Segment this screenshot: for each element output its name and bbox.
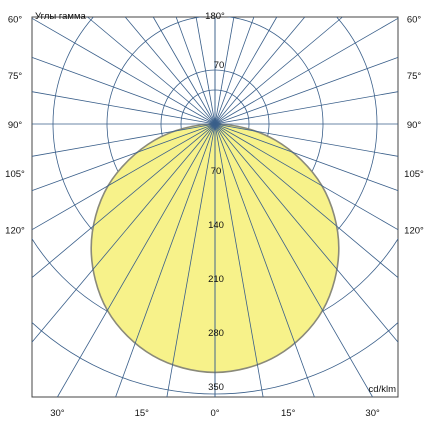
bottom-angle-label-4: 30° xyxy=(365,408,380,419)
grid-spoke-290 xyxy=(31,123,216,191)
left-angle-label-75: 75° xyxy=(8,71,23,82)
bottom-angle-label-0: 30° xyxy=(50,408,65,419)
grid-spokes xyxy=(31,16,399,398)
grid-spoke-210 xyxy=(152,16,216,125)
left-angle-label-120: 120° xyxy=(5,226,25,237)
bottom-angle-label-3: 15° xyxy=(281,408,296,419)
grid-spoke-160 xyxy=(214,16,255,125)
grid-spoke-140 xyxy=(214,16,306,125)
left-angle-label-90: 90° xyxy=(8,120,23,131)
grid-spoke-350 xyxy=(166,123,216,398)
grid-spoke-130 xyxy=(214,16,343,125)
grid-spoke-30 xyxy=(214,123,373,398)
radial-tick-label-140: 140 xyxy=(208,220,224,231)
grid-spoke-100 xyxy=(214,91,399,125)
grid-spoke-310 xyxy=(31,123,216,278)
grid-spoke-20 xyxy=(214,123,315,398)
angle-labels: 120°105°90°75°60°45°120°105°90°75°60°45°… xyxy=(5,14,424,419)
right-angle-label-90: 90° xyxy=(407,120,422,131)
radial-tick-label-top: 70 xyxy=(214,60,225,71)
grid-spoke-60 xyxy=(214,123,399,231)
top-angle-label: 180° xyxy=(205,11,225,22)
right-angle-label-120: 120° xyxy=(404,226,424,237)
grid-spoke-280 xyxy=(31,123,216,157)
radial-tick-labels: 70 140 210 280 350 70 xyxy=(208,60,224,393)
left-angle-label-105: 105° xyxy=(5,169,25,180)
grid-spoke-230 xyxy=(87,16,216,125)
grid-spoke-190 xyxy=(195,16,216,125)
grid-spoke-200 xyxy=(175,16,216,125)
right-angle-label-60: 60° xyxy=(407,14,422,25)
grid-spoke-110 xyxy=(214,57,399,125)
grid-spoke-80 xyxy=(214,123,399,157)
bottom-angle-label-1: 15° xyxy=(135,408,150,419)
grid-spoke-250 xyxy=(31,57,216,125)
grid-spoke-260 xyxy=(31,91,216,125)
grid-spoke-150 xyxy=(214,16,278,125)
grid-spoke-10 xyxy=(214,123,264,398)
grid-spoke-240 xyxy=(31,17,216,125)
radial-tick-label-210: 210 xyxy=(208,274,224,285)
grid-spoke-170 xyxy=(214,16,235,125)
grid-spoke-70 xyxy=(214,123,399,191)
radial-tick-label-280: 280 xyxy=(208,328,224,339)
unit-label: cd/klm xyxy=(369,384,397,395)
bottom-angle-label-2: 0° xyxy=(210,408,219,419)
grid-spoke-40 xyxy=(214,123,399,343)
grid-spoke-330 xyxy=(57,123,216,398)
chart-title: Углы гамма xyxy=(35,11,86,22)
grid-spoke-340 xyxy=(115,123,216,398)
right-angle-label-75: 75° xyxy=(407,71,422,82)
radial-tick-label-350: 350 xyxy=(208,382,224,393)
grid-spoke-120 xyxy=(214,17,399,125)
grid-spoke-220 xyxy=(124,16,216,125)
grid-spoke-300 xyxy=(31,123,216,231)
grid-spoke-320 xyxy=(31,123,216,343)
grid-spoke-50 xyxy=(214,123,399,278)
left-angle-label-60: 60° xyxy=(8,14,23,25)
right-angle-label-105: 105° xyxy=(404,169,424,180)
radial-tick-label-70: 70 xyxy=(211,166,222,177)
